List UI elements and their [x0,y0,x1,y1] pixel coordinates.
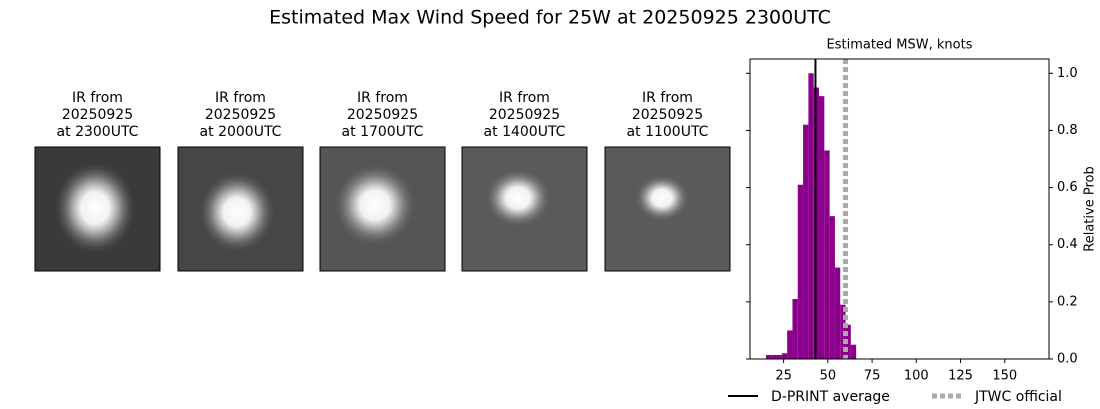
bar [765,355,772,359]
panel-title: 20250925 [347,107,418,123]
legend-label: D-PRINT average [771,389,890,405]
figure-title: Estimated Max Wind Speed for 25W at 2025… [269,7,831,29]
panel-title: at 1700UTC [342,124,424,140]
x-tick-label: 25 [775,369,792,384]
y-tick-label: 0.2 [1057,294,1078,309]
storm-cloud [484,168,552,228]
bar [819,96,825,360]
satellite-images [34,146,731,272]
panel-title: 20250925 [489,107,560,123]
panel-title: at 2300UTC [57,124,139,140]
panel-title: 20250925 [205,107,276,123]
y-tick-label: 0.6 [1057,180,1078,195]
plot-title: Estimated MSW, knots [827,38,973,53]
storm-cloud [55,163,135,253]
storm-cloud [634,174,690,222]
x-tick-label: 150 [992,369,1017,384]
storm-cloud [199,172,275,252]
plot-frame [749,58,1050,360]
panel-title: at 1100UTC [627,124,709,140]
panel-title: 20250925 [62,107,133,123]
x-tick-label: 50 [820,369,837,384]
x-tick-label: 75 [864,369,881,384]
panel-title: IR from [357,90,408,106]
y-tick-label: 1.0 [1057,66,1078,81]
bar [834,267,841,359]
bar [797,184,804,359]
bar [781,353,788,359]
bar [808,73,814,360]
legend-label: JTWC official [974,389,1062,405]
panel-title: IR from [642,90,693,106]
y-tick-label: 0.0 [1057,352,1078,367]
panel-title: IR from [72,90,123,106]
bar [771,355,777,359]
bar [776,355,782,359]
panel-title: IR from [215,90,266,106]
bar [840,304,846,359]
x-tick-label: 100 [904,369,929,384]
bar [787,330,793,359]
storm-cloud [333,163,417,247]
panel-title: at 1400UTC [484,124,566,140]
panel-title: 20250925 [632,107,703,123]
panel-title: IR from [499,90,550,106]
panel-title: at 2000UTC [200,124,282,140]
bar [824,150,830,359]
bar [850,344,857,359]
bar [792,299,798,359]
bar [845,324,851,359]
y-tick-label: 0.4 [1057,237,1078,252]
bar [803,124,809,359]
bar [829,216,835,359]
y-tick-label: 0.8 [1057,123,1078,138]
x-tick-label: 125 [948,369,973,384]
y-axis-label: Relative Prob [1083,166,1098,251]
